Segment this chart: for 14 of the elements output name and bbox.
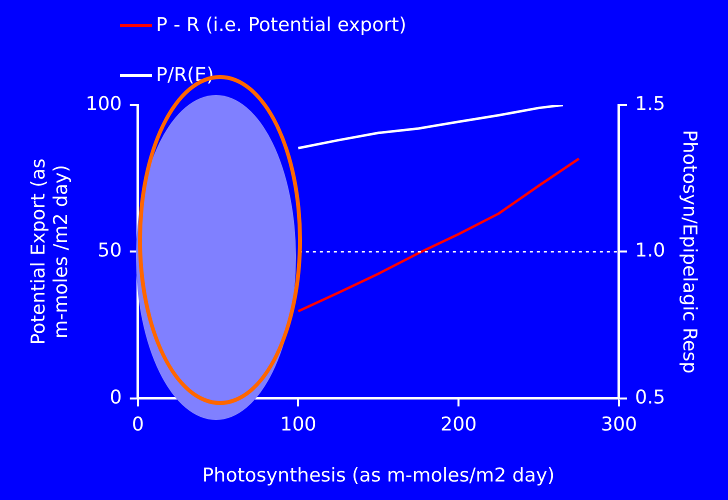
y2-tick-label: 1.0 (634, 240, 666, 262)
x-tick-label: 200 (440, 414, 477, 436)
y-tick-label: 100 (86, 92, 122, 115)
y2-axis-title: Photosyn/Epipelagic Resp (678, 130, 701, 374)
y-tick-label: 0 (110, 386, 122, 408)
x-tick-label: 100 (280, 414, 316, 436)
y-tick-label: 50 (98, 240, 122, 262)
y2-tick-label: 0.5 (634, 386, 666, 408)
x-axis-title: Photosynthesis (as m-moles/m2 day) (202, 464, 555, 487)
legend-label: P - R (i.e. Potential export) (156, 14, 406, 36)
y2-tick-label: 1.5 (634, 92, 666, 115)
y-axis-title: Potential Export (as m-moles /m2 day) (27, 158, 72, 345)
x-tick-label: 0 (132, 414, 144, 436)
x-tick-label: 300 (600, 414, 638, 436)
